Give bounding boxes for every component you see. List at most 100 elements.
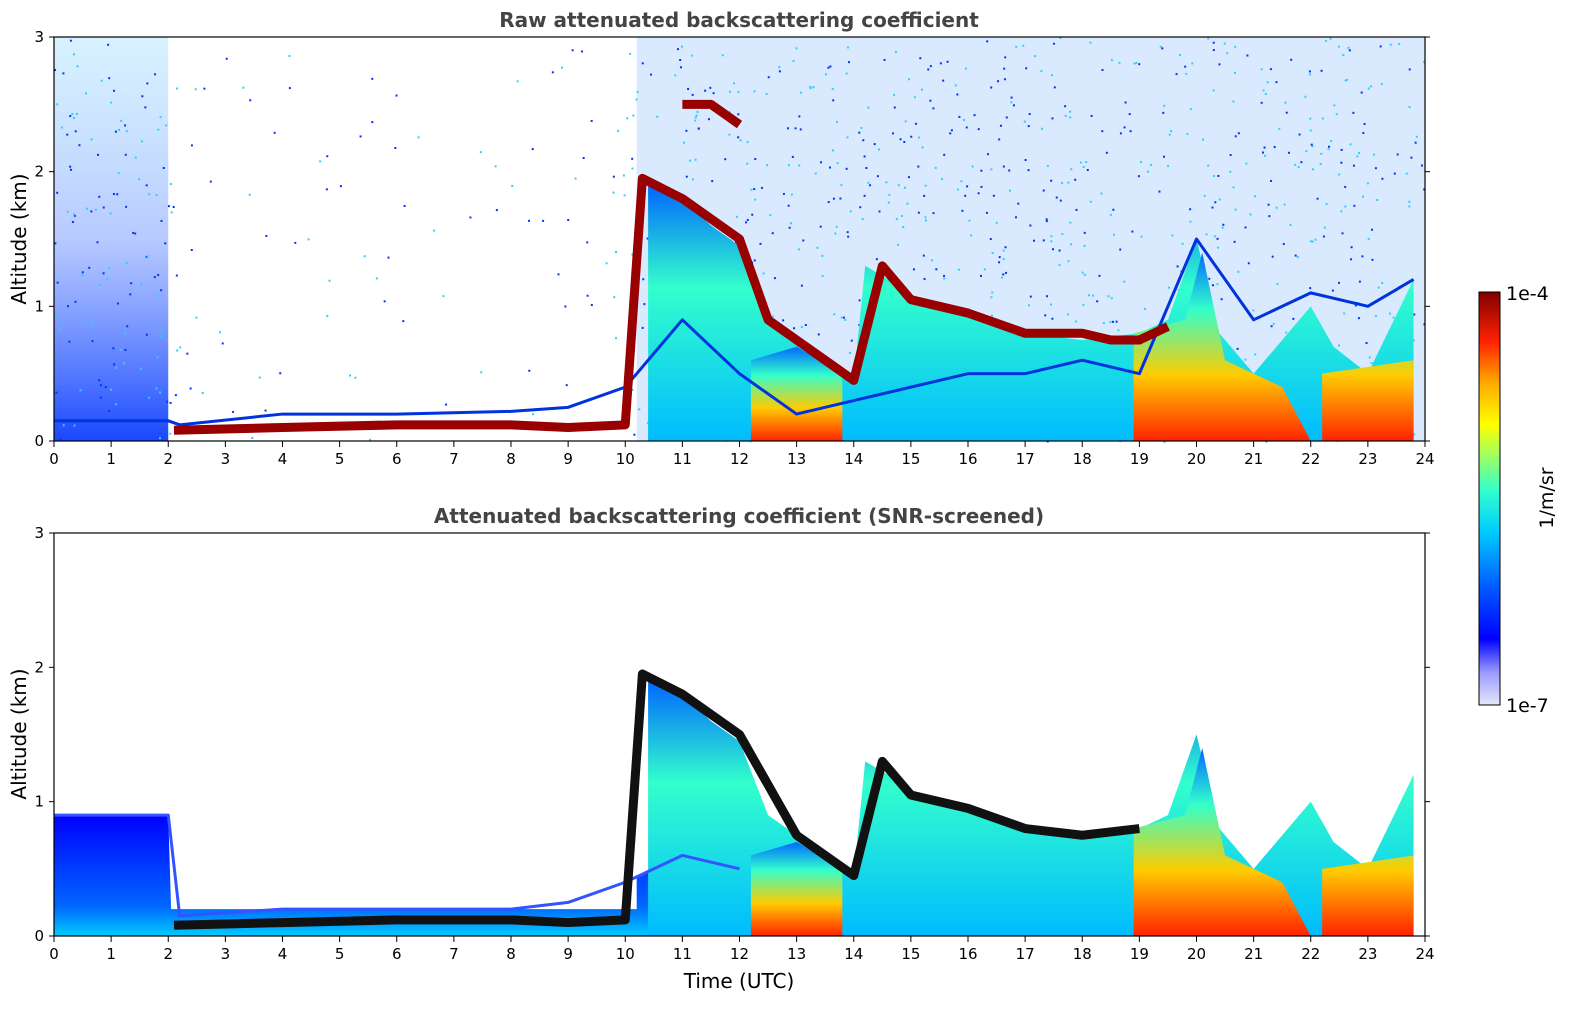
noise-speck xyxy=(867,106,870,109)
noise-speck xyxy=(1234,135,1237,138)
noise-speck xyxy=(765,92,768,95)
noise-speck xyxy=(66,210,69,213)
noise-speck xyxy=(943,274,946,277)
noise-speck xyxy=(846,136,849,139)
noise-speck xyxy=(86,207,89,210)
noise-speck xyxy=(878,148,881,151)
noise-speck xyxy=(73,213,76,216)
noise-speck xyxy=(656,115,659,118)
layer-aerosol-layer-top xyxy=(54,237,1415,427)
noise-speck xyxy=(999,124,1002,127)
noise-speck xyxy=(1260,68,1263,71)
noise-speck xyxy=(363,255,366,258)
noise-speck xyxy=(990,86,993,89)
noise-speck xyxy=(696,110,699,113)
noise-speck xyxy=(110,388,113,391)
noise-speck xyxy=(1008,189,1011,192)
x-tick-label: 22 xyxy=(1301,450,1320,468)
noise-speck xyxy=(1189,220,1192,223)
noise-speck xyxy=(1309,129,1312,132)
noise-speck xyxy=(821,275,824,278)
noise-speck xyxy=(1232,100,1235,103)
noise-speck xyxy=(273,131,276,134)
noise-speck xyxy=(1004,56,1007,59)
noise-speck xyxy=(1083,273,1086,276)
noise-speck xyxy=(1264,154,1267,157)
noise-speck xyxy=(809,87,812,90)
noise-speck xyxy=(615,251,618,254)
noise-speck xyxy=(1144,307,1147,310)
noise-speck xyxy=(940,178,943,181)
noise-speck xyxy=(786,127,789,130)
noise-speck xyxy=(631,157,634,160)
noise-speck xyxy=(704,89,707,92)
layer-cloud-layer xyxy=(173,173,1170,435)
noise-speck xyxy=(106,277,109,280)
noise-speck xyxy=(1101,69,1104,72)
noise-speck xyxy=(1067,181,1070,184)
noise-speck xyxy=(1102,322,1105,325)
noise-speck xyxy=(1363,123,1366,126)
noise-speck xyxy=(209,180,212,183)
noise-speck xyxy=(795,47,798,50)
noise-speck xyxy=(1233,240,1236,243)
noise-speck xyxy=(894,51,897,54)
noise-speck xyxy=(248,193,251,196)
noise-speck xyxy=(691,178,694,181)
noise-speck xyxy=(1137,175,1140,178)
noise-speck xyxy=(980,169,983,172)
noise-speck xyxy=(724,158,727,161)
panel-screened-title: Attenuated backscattering coefficient (S… xyxy=(434,504,1044,528)
noise-speck xyxy=(581,50,584,53)
noise-speck xyxy=(1208,277,1211,280)
noise-speck xyxy=(847,235,850,238)
layer-cloud-layer xyxy=(173,669,1140,930)
noise-speck xyxy=(849,351,852,354)
noise-speck xyxy=(694,116,697,119)
noise-speck xyxy=(695,114,698,117)
noise-speck xyxy=(897,184,900,187)
y-tick-label: 1 xyxy=(34,297,44,315)
noise-speck xyxy=(829,65,832,68)
noise-speck xyxy=(82,308,85,311)
noise-speck xyxy=(869,184,872,187)
noise-speck xyxy=(1074,178,1077,181)
noise-speck xyxy=(98,284,101,287)
noise-speck xyxy=(1229,154,1232,157)
noise-speck xyxy=(1310,143,1313,146)
noise-speck xyxy=(98,379,101,382)
noise-speck xyxy=(1262,89,1265,92)
x-tick-label: 15 xyxy=(901,450,920,468)
noise-speck xyxy=(339,185,342,188)
noise-speck xyxy=(1028,113,1031,116)
noise-speck xyxy=(590,119,593,122)
noise-speck xyxy=(1323,226,1326,229)
noise-speck xyxy=(113,363,116,366)
noise-speck xyxy=(160,289,163,292)
noise-speck xyxy=(1098,274,1101,277)
noise-speck xyxy=(1212,89,1215,92)
noise-speck xyxy=(61,321,64,324)
noise-speck xyxy=(812,86,815,89)
noise-speck xyxy=(66,305,69,308)
noise-speck xyxy=(891,132,894,135)
noise-speck xyxy=(402,320,405,323)
panel-screened-x-axis: 0 1 2 3 4 5 6 7 8 9 10 11 12 13 14 15 16 17 18 19 20 21 22 23 24 xyxy=(49,936,1435,963)
noise-speck xyxy=(802,239,805,242)
noise-speck xyxy=(395,94,398,97)
noise-speck xyxy=(1287,151,1290,154)
noise-speck xyxy=(907,176,910,179)
x-tick-label: 14 xyxy=(844,450,863,468)
noise-speck xyxy=(1237,270,1240,273)
noise-speck xyxy=(712,92,715,95)
noise-speck xyxy=(354,376,357,379)
noise-speck xyxy=(112,193,115,196)
noise-speck xyxy=(1082,303,1085,306)
noise-speck xyxy=(165,124,168,127)
x-tick-label: 5 xyxy=(335,450,345,468)
noise-speck xyxy=(782,319,785,322)
noise-speck xyxy=(876,175,879,178)
noise-speck xyxy=(771,232,774,235)
noise-speck xyxy=(1162,155,1165,158)
noise-speck xyxy=(998,261,1001,264)
